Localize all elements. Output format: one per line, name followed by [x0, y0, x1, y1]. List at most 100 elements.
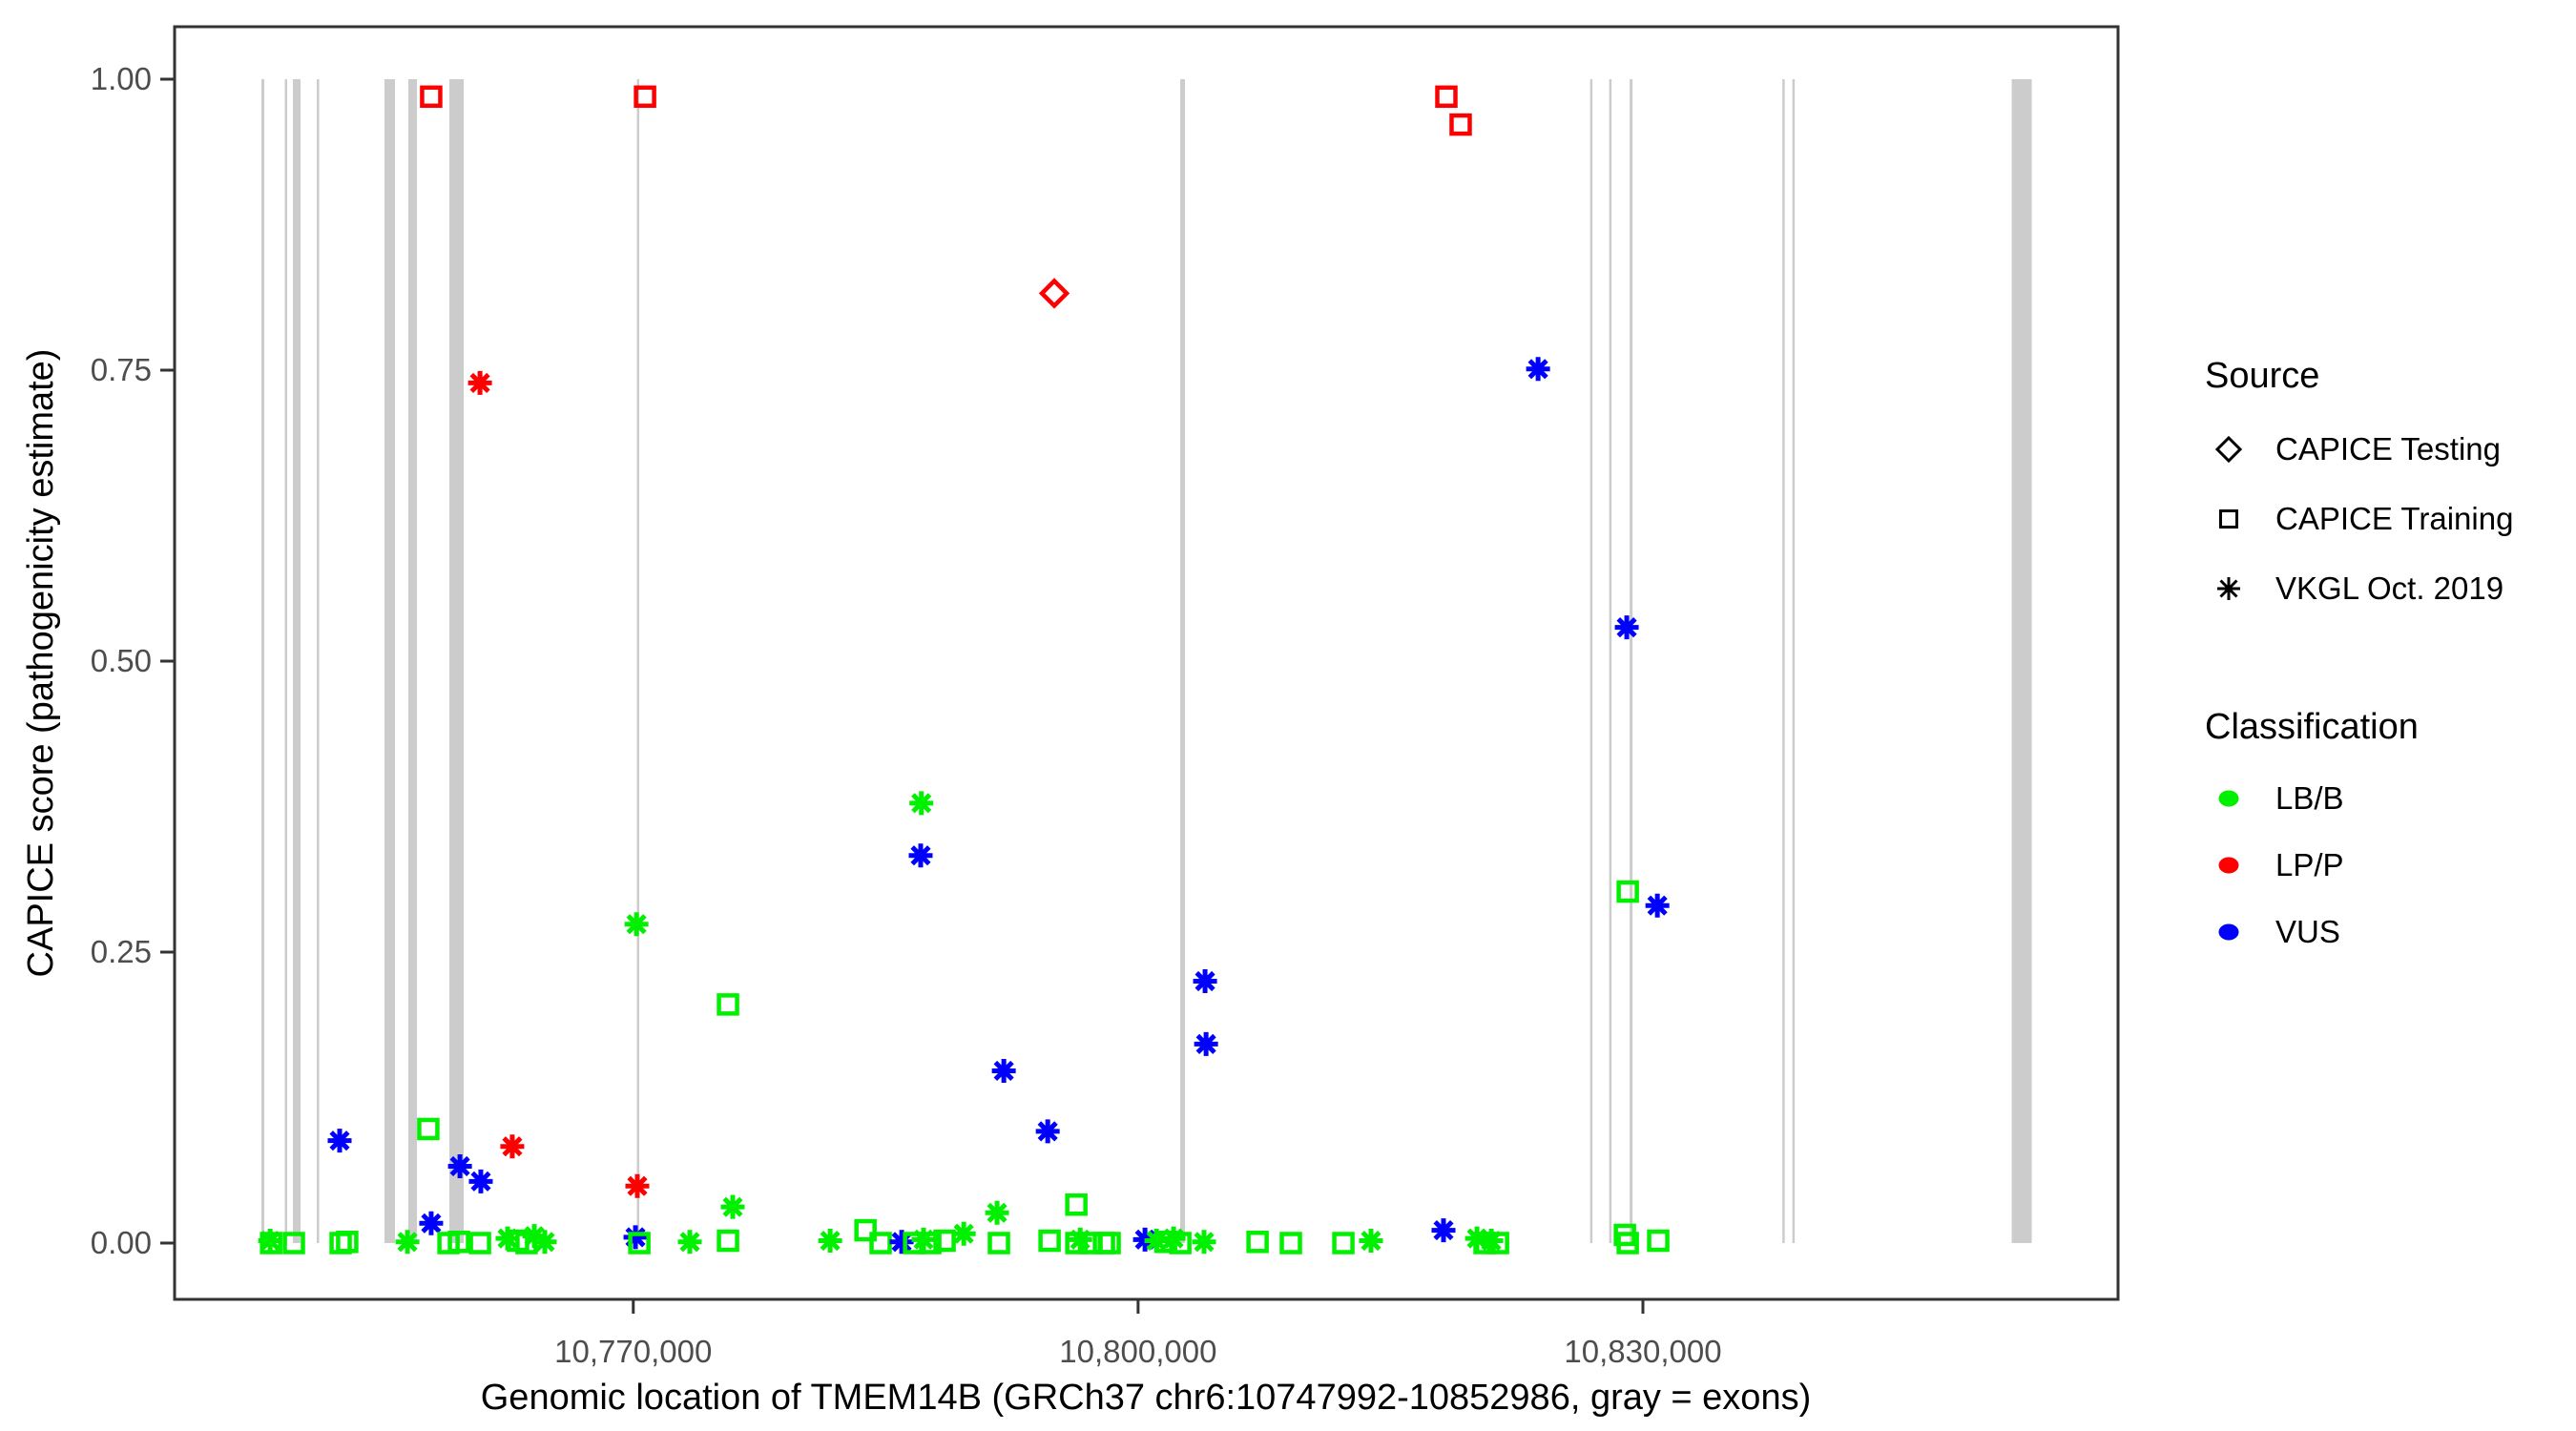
data-point-vkgl-asterisk: [909, 791, 934, 816]
x-tick-label: 10,830,000: [1564, 1334, 1721, 1369]
diamond-icon: [2205, 425, 2253, 473]
legend-item-lp-p: LP/P: [2205, 832, 2513, 899]
legend-item-label: VUS: [2275, 914, 2340, 949]
y-tick-label: 1.00: [91, 61, 152, 96]
data-point-vkgl-asterisk: [447, 1153, 472, 1178]
exon-bar: [1782, 79, 1785, 1243]
data-point-training-square: [1038, 1229, 1061, 1253]
data-point-training-square: [987, 1232, 1010, 1255]
legend: Source CAPICE Testing CAPICE Training VKGL …: [2205, 355, 2513, 965]
exon-bar: [1609, 79, 1612, 1243]
data-point-vkgl-asterisk: [908, 843, 933, 868]
exon-bar: [316, 79, 320, 1243]
data-point-vkgl-asterisk: [1614, 615, 1639, 640]
data-point-training-square: [1616, 1232, 1639, 1255]
data-point-training-square: [1449, 113, 1472, 136]
asterisk-icon: [2205, 565, 2253, 612]
data-point-vkgl-asterisk: [624, 912, 649, 937]
plot-panel-border: [173, 25, 2120, 1301]
data-point-training-square: [1098, 1232, 1121, 1255]
y-tick-label: 0.75: [91, 352, 152, 387]
exon-bar: [2011, 79, 2032, 1243]
dot-icon: [2205, 841, 2253, 889]
x-tick-label: 10,800,000: [1059, 1334, 1216, 1369]
exon-bar: [284, 79, 288, 1243]
data-point-training-square: [260, 1232, 282, 1255]
data-point-training-square: [336, 1231, 359, 1254]
legend-title: Source: [2205, 356, 2320, 396]
asterisk-glyph: [2217, 576, 2240, 600]
x-tick-label: 10,770,000: [554, 1334, 712, 1369]
data-point-training-square: [282, 1232, 305, 1255]
exon-bar: [636, 79, 640, 1243]
exon-bar: [293, 79, 301, 1243]
data-point-training-square: [933, 1229, 956, 1253]
legend-item-label: CAPICE Testing: [2275, 430, 2501, 467]
y-tick-label: 0.50: [91, 643, 152, 678]
data-point-vkgl-asterisk: [500, 1134, 525, 1159]
legend-item-label: LB/B: [2275, 780, 2344, 816]
data-point-vkgl-asterisk: [1192, 1230, 1216, 1255]
exon-bar: [384, 79, 396, 1243]
data-point-vkgl-asterisk: [1526, 357, 1550, 382]
data-point-vkgl-asterisk: [1161, 1226, 1186, 1251]
legend-item-label: CAPICE Training: [2275, 500, 2514, 536]
square-glyph: [2219, 508, 2238, 529]
data-point-vkgl-asterisk: [1479, 1229, 1504, 1254]
data-point-training-square: [1065, 1192, 1088, 1216]
data-point-vkgl-asterisk: [1193, 969, 1217, 993]
x-axis-title: Genomic location of TMEM14B (GRCh37 chr6…: [481, 1378, 1811, 1418]
data-point-vkgl-asterisk: [419, 1211, 444, 1235]
data-point-training-square: [417, 1117, 440, 1141]
data-point-vkgl-asterisk: [1359, 1229, 1383, 1254]
legend-item-lb-b: LB/B: [2205, 765, 2513, 832]
data-point-vkgl-asterisk: [677, 1230, 702, 1255]
data-point-vkgl-asterisk: [1194, 1031, 1218, 1056]
data-point-vkgl-asterisk: [985, 1200, 1009, 1225]
legend-item-vkgl-oct-2019: VKGL Oct. 2019: [2205, 553, 2513, 623]
dot-glyph: [2218, 857, 2239, 874]
data-point-vkgl-asterisk: [889, 1230, 914, 1255]
data-point-vkgl-asterisk: [951, 1221, 976, 1246]
data-point-training-square: [1169, 1232, 1192, 1255]
data-point-vkgl-asterisk: [623, 1225, 648, 1250]
y-axis-title: CAPICE score (pathogenicity estimate): [21, 349, 61, 978]
dot-glyph: [2218, 923, 2239, 941]
legend-group-source: Source CAPICE Testing CAPICE Training VKGL …: [2205, 355, 2513, 623]
data-point-testing-diamond: [1038, 278, 1070, 309]
data-point-training-square: [447, 1231, 470, 1254]
data-point-vkgl-asterisk: [395, 1230, 420, 1255]
exon-bar: [1630, 79, 1633, 1243]
data-point-training-square: [717, 1229, 739, 1253]
data-point-training-square: [1246, 1231, 1269, 1254]
diamond-glyph: [2214, 435, 2243, 463]
data-point-training-square: [1486, 1232, 1509, 1255]
y-tick-label: 0.00: [91, 1225, 152, 1260]
data-point-vkgl-asterisk: [911, 1227, 936, 1252]
data-point-training-square: [1332, 1232, 1355, 1255]
exon-bar: [261, 79, 265, 1243]
data-points-layer: [258, 85, 1670, 1255]
data-point-training-square: [1435, 85, 1458, 109]
legend-group-classification: Classification LB/B LP/P VUS: [2205, 706, 2513, 965]
data-point-training-square: [1279, 1232, 1302, 1255]
data-point-vkgl-asterisk: [625, 1173, 650, 1198]
exon-bar: [1589, 79, 1593, 1243]
data-point-vkgl-asterisk: [327, 1129, 352, 1153]
data-point-vkgl-asterisk: [991, 1058, 1016, 1083]
data-point-vkgl-asterisk: [532, 1230, 557, 1255]
legend-item-label: LP/P: [2275, 847, 2344, 882]
data-point-training-square: [854, 1218, 877, 1242]
data-point-vkgl-asterisk: [468, 1169, 493, 1193]
legend-item-vus: VUS: [2205, 899, 2513, 965]
square-icon: [2205, 495, 2253, 543]
legend-title: Classification: [2205, 707, 2419, 747]
data-point-training-square: [1647, 1229, 1670, 1253]
data-point-training-square: [919, 1232, 942, 1255]
data-point-vkgl-asterisk: [1431, 1218, 1456, 1243]
y-tick-label: 0.25: [91, 934, 152, 969]
data-point-vkgl-asterisk: [522, 1224, 547, 1249]
dot-icon: [2205, 908, 2253, 956]
